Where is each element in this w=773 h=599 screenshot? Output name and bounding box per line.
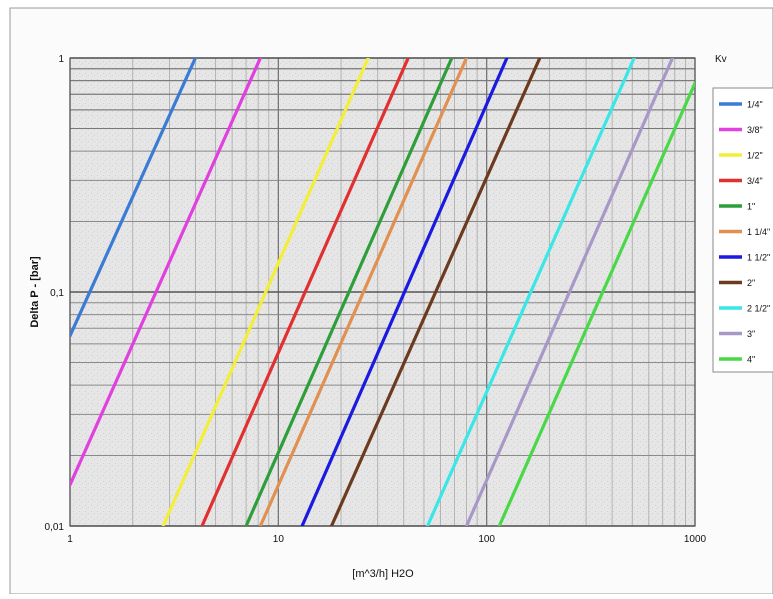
- series-line-6: [258, 58, 469, 526]
- series-line-10: [464, 58, 675, 526]
- legend-label: 1": [747, 202, 755, 212]
- plot-border: [69, 57, 696, 527]
- legend-label: 4": [747, 355, 755, 365]
- legend-label: 1 1/2": [747, 253, 770, 263]
- legend-title: Kv: [715, 54, 727, 65]
- x-axis-label: [m^3/h] H2O: [352, 568, 414, 580]
- legend-label: 1/4": [747, 100, 763, 110]
- x-tick-label: 1000: [684, 534, 707, 545]
- x-tick-label: 1: [67, 534, 73, 545]
- legend-label: 3/8": [747, 125, 763, 135]
- series-line-1: [70, 58, 197, 338]
- y-tick-label: 1: [58, 54, 64, 65]
- series-line-9: [425, 58, 636, 526]
- y-tick-labels: 1 0,1 0,01: [45, 54, 65, 533]
- y-tick-label: 0,1: [50, 288, 64, 299]
- x-tick-label: 100: [478, 534, 495, 545]
- x-tick-labels: 1 10 100 1000: [67, 534, 706, 545]
- grid: [69, 57, 696, 527]
- y-axis-label: Delta P - [bar]: [29, 256, 41, 328]
- legend-label: 1/2": [747, 151, 763, 161]
- series-line-8: [329, 58, 542, 526]
- series-line-11: [497, 81, 695, 526]
- series-line-5: [244, 58, 454, 526]
- series-lines: [70, 58, 695, 526]
- series-line-3: [161, 58, 370, 526]
- series-line-7: [300, 58, 509, 526]
- legend-label: 1 1/4": [747, 227, 770, 237]
- legend: 1/4" 3/8" 1/2" 3/4" 1" 1 1/4" 1 1/2" 2" 2 1/2" 3"…: [712, 87, 773, 373]
- series-line-2: [70, 58, 262, 487]
- legend-label: 2 1/2": [747, 304, 770, 314]
- x-tick-label: 10: [273, 534, 285, 545]
- legend-label: 3": [747, 329, 755, 339]
- y-tick-label: 0,01: [45, 522, 65, 533]
- series-line-4: [200, 58, 410, 526]
- legend-label: 3/4": [747, 176, 763, 186]
- legend-label: 2": [747, 278, 755, 288]
